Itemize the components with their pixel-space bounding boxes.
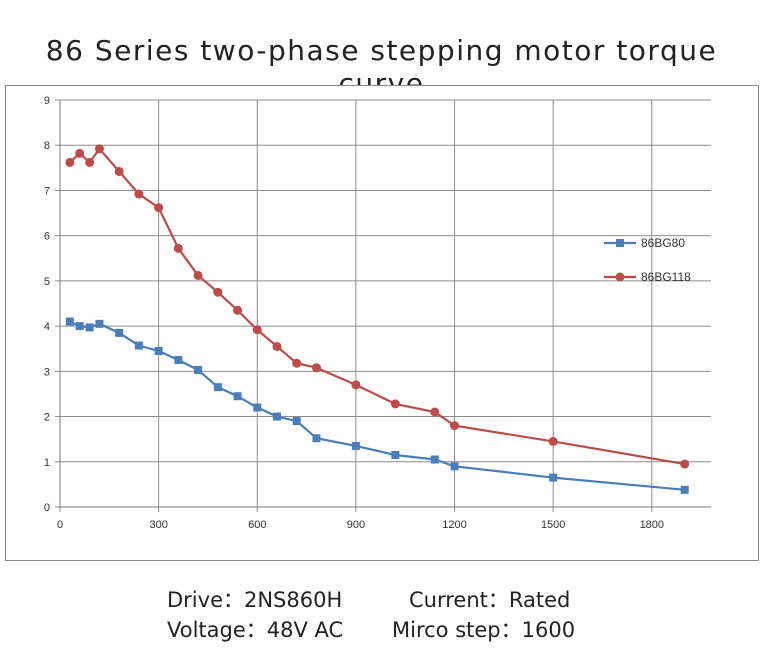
- data-point-86BG118: [233, 305, 243, 315]
- data-point-86BG80: [391, 450, 400, 459]
- data-point-86BG80: [174, 356, 183, 365]
- data-point-86BG118: [94, 144, 104, 154]
- x-tick-label: 600: [248, 519, 266, 531]
- data-point-86BG118: [351, 380, 361, 390]
- data-point-86BG80: [194, 365, 203, 374]
- y-tick-label: 8: [44, 140, 50, 152]
- data-point-86BG80: [95, 319, 104, 328]
- data-point-86BG118: [272, 341, 282, 351]
- legend-marker-86BG80: [616, 239, 624, 247]
- legend-label-86BG118: 86BG118: [641, 270, 691, 284]
- drive-spec: Drive：2NS860H: [167, 588, 343, 612]
- legend-label-86BG80: 86BG80: [641, 236, 685, 250]
- data-point-86BG80: [115, 328, 124, 337]
- microstep-spec: Mirco step：1600: [392, 618, 576, 642]
- voltage-spec: Voltage：48V AC: [167, 618, 344, 642]
- y-tick-label: 6: [44, 231, 50, 243]
- data-point-86BG80: [154, 346, 163, 355]
- data-point-86BG118: [154, 203, 164, 213]
- data-point-86BG80: [680, 485, 689, 494]
- y-tick-label: 1: [44, 457, 50, 469]
- y-tick-label: 0: [44, 502, 50, 514]
- data-point-86BG80: [549, 473, 558, 482]
- data-point-86BG118: [213, 287, 223, 297]
- data-point-86BG118: [430, 407, 440, 417]
- data-point-86BG80: [292, 417, 301, 426]
- y-tick-label: 9: [44, 95, 50, 107]
- y-tick-label: 3: [44, 366, 50, 378]
- data-point-86BG80: [65, 317, 74, 326]
- chart-title: 86 Series two-phase stepping motor torqu…: [45, 34, 718, 100]
- data-point-86BG118: [134, 189, 144, 199]
- x-tick-label: 1200: [442, 519, 466, 531]
- data-point-86BG80: [430, 455, 439, 464]
- data-point-86BG118: [680, 459, 690, 469]
- data-point-86BG118: [252, 325, 262, 335]
- chart-area: 0 1 2 3 4 5 6 7 8 9 0 300 600 900 1200 1500 1800 86BG80 86…: [5, 85, 759, 561]
- data-point-86BG118: [311, 363, 321, 373]
- x-tick-label: 900: [347, 519, 365, 531]
- data-point-86BG80: [253, 403, 262, 412]
- data-point-86BG118: [114, 166, 124, 176]
- data-point-86BG80: [134, 341, 143, 350]
- legend-marker-86BG118: [615, 272, 625, 282]
- y-tick-label: 7: [44, 185, 50, 197]
- data-point-86BG118: [85, 157, 95, 167]
- data-point-86BG118: [390, 399, 400, 409]
- torque-curve-plot: 0 1 2 3 4 5 6 7 8 9 0 300 600 900 1200 1500 1800 86BG80 86…: [44, 95, 711, 531]
- data-point-86BG118: [292, 358, 302, 368]
- current-spec: Current：Rated: [409, 588, 571, 612]
- data-point-86BG118: [65, 157, 75, 167]
- data-point-86BG118: [548, 436, 558, 446]
- data-point-86BG80: [273, 412, 281, 421]
- data-point-86BG80: [213, 383, 222, 392]
- y-tick-label: 5: [44, 276, 50, 288]
- data-point-86BG118: [173, 243, 183, 253]
- data-point-86BG118: [450, 421, 460, 431]
- data-point-86BG80: [450, 462, 459, 471]
- x-tick-label: 0: [57, 519, 63, 531]
- y-tick-label: 2: [44, 412, 50, 424]
- x-tick-label: 1500: [541, 519, 565, 531]
- data-point-86BG80: [312, 434, 321, 443]
- data-point-86BG118: [193, 270, 203, 280]
- y-tick-label: 4: [44, 321, 50, 333]
- x-tick-label: 300: [149, 519, 167, 531]
- data-point-86BG80: [233, 392, 242, 401]
- data-point-86BG80: [75, 322, 84, 331]
- x-tick-label: 1800: [640, 519, 664, 531]
- series-line-86BG80: [69, 320, 685, 491]
- data-point-86BG80: [85, 323, 94, 332]
- data-point-86BG80: [351, 441, 360, 450]
- data-point-86BG118: [75, 148, 85, 158]
